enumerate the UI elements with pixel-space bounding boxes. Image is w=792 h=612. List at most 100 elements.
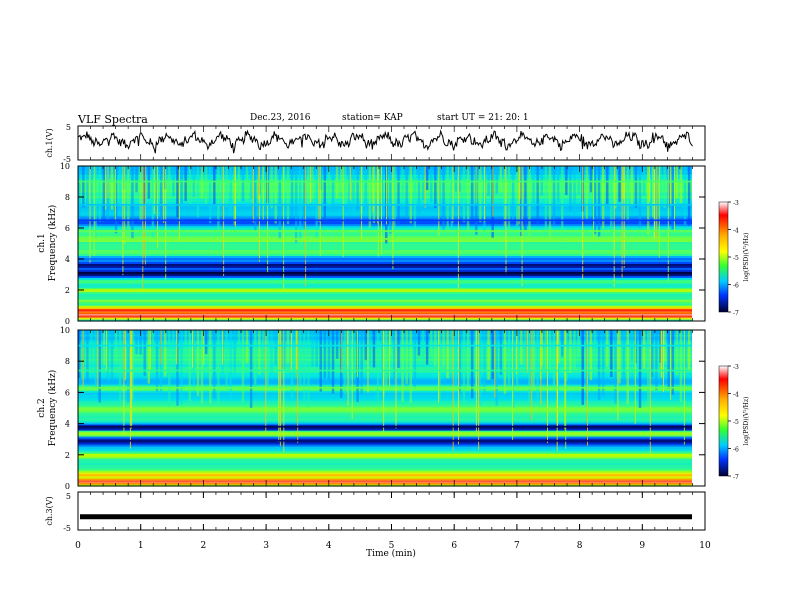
spectrogram-noise	[581, 330, 584, 405]
freq-tick-label: 8	[65, 193, 70, 202]
spectrogram-band	[78, 438, 692, 441]
spectrogram-band	[78, 392, 692, 395]
spectrogram-noise	[389, 166, 392, 234]
freq-tick-label: 2	[65, 451, 70, 460]
spectrogram-noise	[507, 166, 511, 235]
spectrogram-noise	[372, 166, 376, 224]
time-tick-label: 4	[326, 541, 332, 551]
spectrogram-noise	[82, 166, 85, 208]
spectrogram-noise	[315, 330, 318, 367]
spectrogram-noise	[659, 166, 662, 199]
spectrogram-noise	[491, 330, 494, 380]
spectrogram-noise	[229, 166, 232, 217]
spectrogram-noise	[556, 166, 560, 203]
spectrogram-noise	[524, 166, 527, 230]
colorbar-tick-label: -4	[733, 228, 739, 235]
spectrogram-band	[78, 315, 692, 318]
spectrogram-noise	[143, 166, 146, 204]
spectrogram-noise	[626, 166, 629, 221]
spectrogram-noise	[225, 330, 228, 390]
ch1-ytick-top: 5	[66, 123, 71, 132]
spectrogram-noise	[499, 330, 503, 375]
spectrogram-band	[78, 410, 692, 413]
spectrogram-noise	[434, 330, 437, 367]
spectrogram-noise	[618, 330, 621, 384]
time-tick-label: 1	[138, 541, 144, 551]
spectrogram-band	[78, 418, 692, 421]
colorbar-tick-label: -7	[733, 310, 739, 317]
spectrogram-band	[78, 464, 692, 467]
spectrogram-band	[78, 307, 692, 310]
spectrogram-band	[78, 295, 692, 298]
spectrogram-band	[78, 243, 692, 247]
spectrogram-noise	[548, 330, 552, 369]
time-tick-label: 2	[201, 541, 207, 551]
spectrogram-band	[78, 398, 692, 401]
colorbar-tick-label: -4	[733, 392, 739, 399]
spectrogram-noise	[646, 330, 650, 404]
spectrogram-noise	[163, 330, 167, 377]
spectrogram-noise	[483, 330, 486, 394]
spectrogram-noise	[311, 166, 314, 200]
spectrogram-noise	[589, 166, 593, 193]
time-tick-label: 6	[451, 541, 457, 551]
ch2-colorbar-ticks: -3 -4 -5 -6 -7	[728, 364, 739, 481]
spectrogram-noise	[135, 166, 138, 193]
spectrogram-noise	[610, 330, 613, 377]
spectrogram-band	[78, 452, 692, 455]
spectrogram-noise	[556, 330, 560, 405]
spectrogram-noise	[597, 166, 601, 237]
spectrogram-noise	[589, 330, 593, 381]
time-axis-ticks: 0 1 2 3 4 5 6 7 8 9 10	[75, 126, 711, 551]
spectrogram-noise	[372, 330, 376, 368]
spectrogram-noise	[618, 166, 621, 202]
spectrogram-noise	[417, 166, 421, 215]
spectrogram-noise	[393, 166, 396, 228]
spectrogram-band	[78, 247, 692, 251]
ch2-spec-ylabel-freq: Frequency (kHz)	[47, 370, 58, 447]
spectrogram-noise	[642, 330, 646, 369]
spectrogram-noise	[86, 330, 89, 383]
spectrogram-noise	[606, 166, 609, 206]
spectrogram-noise	[393, 330, 396, 382]
spectrogram-noise	[94, 330, 97, 388]
spectrogram-band	[78, 279, 692, 282]
spectrogram-noise	[470, 330, 474, 399]
spectrogram-noise	[651, 330, 654, 378]
spectrogram-noise	[249, 330, 253, 408]
spectrogram-noise	[286, 330, 290, 363]
time-axis-label: Time (min)	[366, 548, 416, 559]
spectrogram-noise	[593, 330, 597, 376]
spectrogram-noise	[614, 330, 617, 404]
spectrogram-noise	[503, 166, 507, 227]
spectrogram-noise	[331, 166, 335, 211]
spectrogram-noise	[548, 166, 552, 238]
ch3-ylabel: ch.3(V)	[45, 496, 54, 525]
spectrogram-noise	[503, 330, 507, 394]
spectrogram-noise	[413, 166, 417, 229]
spectrogram-noise	[536, 166, 539, 224]
spectrogram-noise	[577, 166, 580, 195]
spectrogram-noise	[397, 330, 400, 368]
spectrogram-band	[78, 291, 692, 294]
spectrogram-noise	[413, 330, 417, 389]
spectrogram-band	[78, 269, 692, 272]
spectrogram-band	[78, 442, 692, 445]
spectrogram-noise	[127, 330, 130, 403]
spectrogram-noise	[499, 166, 503, 191]
spectrogram-noise	[569, 330, 572, 374]
spectrogram-noise	[245, 166, 249, 201]
spectrogram-band	[78, 484, 692, 487]
spectrogram-band	[78, 394, 692, 397]
spectrogram-noise	[290, 166, 294, 218]
spectrogram-noise	[110, 166, 114, 210]
spectrogram-noise	[241, 330, 245, 402]
spectrogram-noise	[520, 330, 523, 365]
spectrogram-band	[78, 301, 692, 304]
spectrogram-noise	[348, 330, 351, 403]
spectrogram-band	[78, 251, 692, 255]
spectrogram-noise	[327, 166, 331, 207]
ch1-colorbar-label: log(PSD)(V²/Hz)	[743, 233, 750, 282]
spectrogram-noise	[606, 330, 609, 367]
